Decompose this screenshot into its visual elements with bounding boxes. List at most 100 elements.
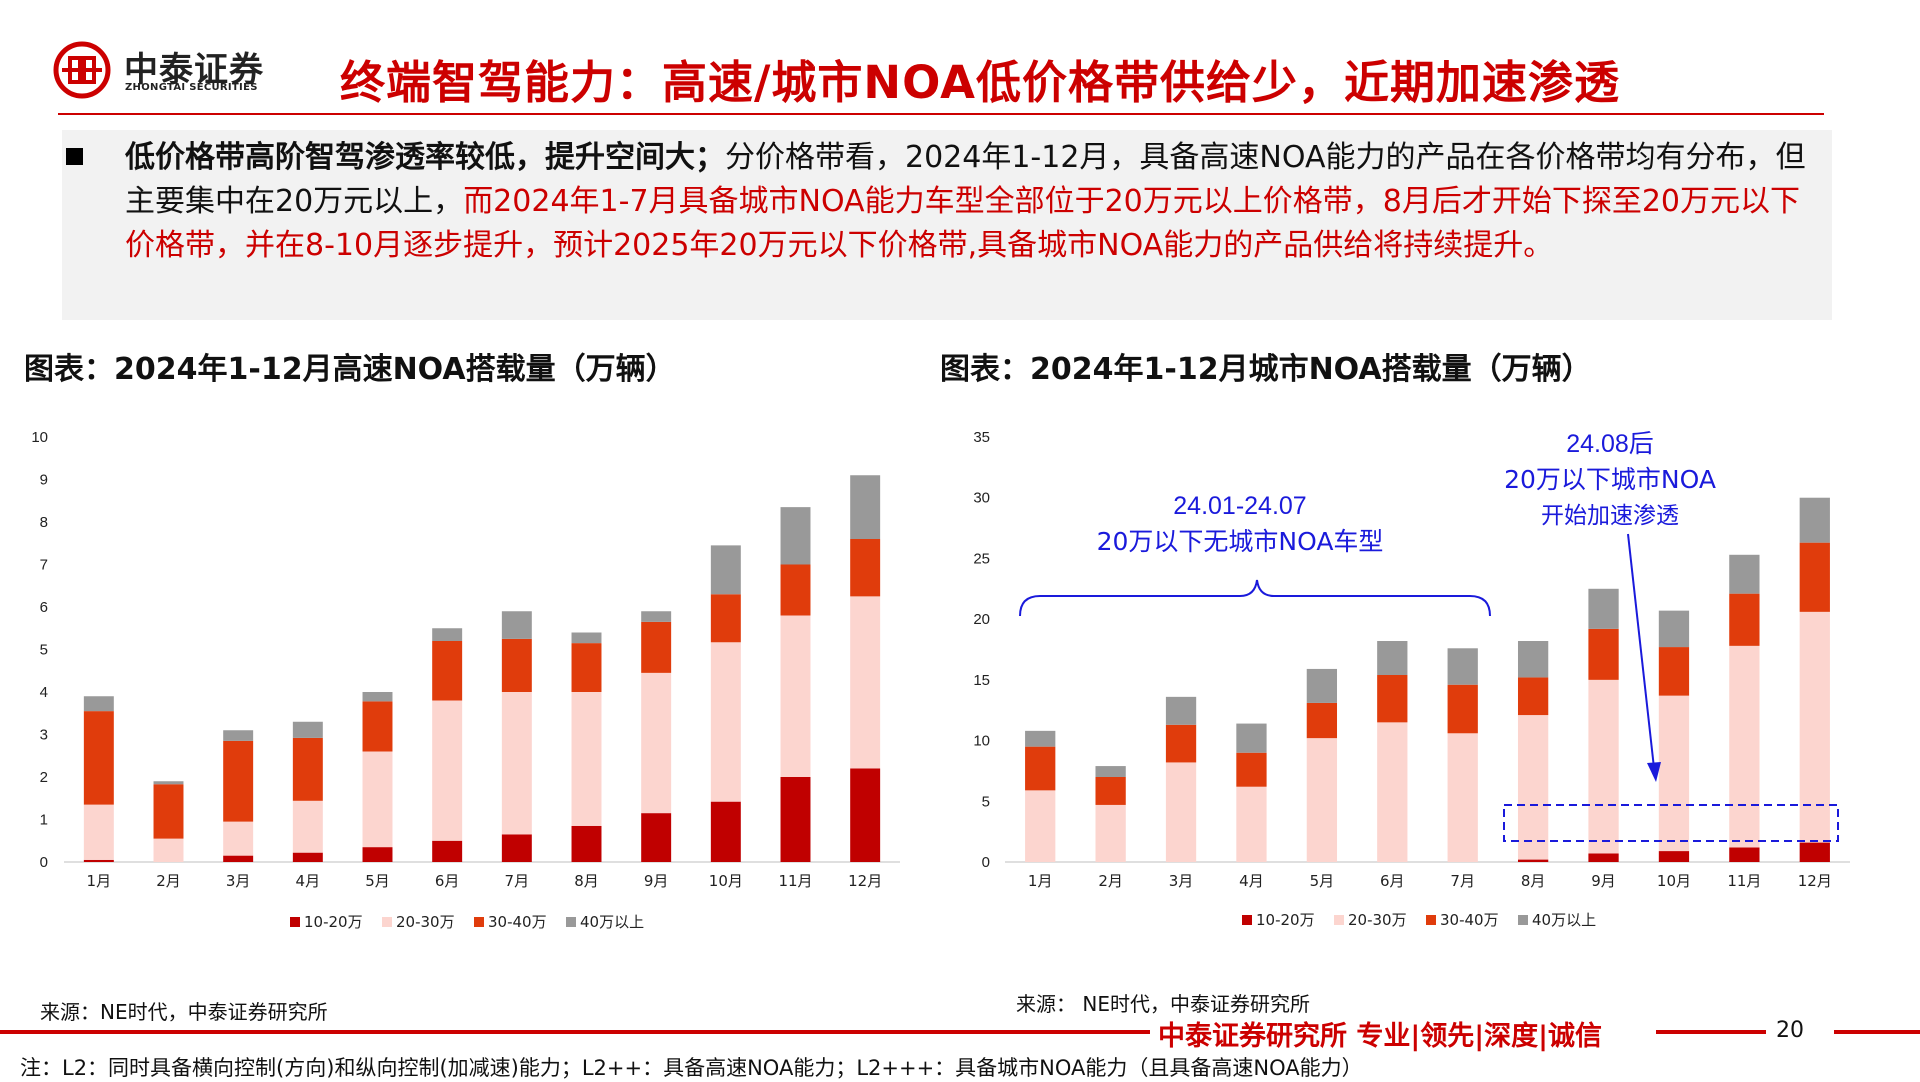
x-tick-label: 4月: [296, 872, 321, 890]
brace-label-line1: 24.01-24.07: [1173, 492, 1306, 520]
legend-swatch: [474, 917, 484, 927]
y-tick-label: 10: [31, 429, 48, 446]
x-tick-label: 2月: [1098, 872, 1123, 890]
bar-segment-2: [1095, 804, 1126, 862]
left-source: 来源：NE时代，中泰证券研究所: [40, 1000, 328, 1024]
x-tick-label: 7月: [505, 872, 530, 890]
y-tick-label: 10: [973, 733, 990, 750]
bar-segment-2: [362, 751, 393, 848]
y-tick-label: 25: [973, 550, 990, 567]
y-tick-label: 3: [40, 727, 48, 744]
bar-segment-2: [223, 821, 254, 856]
penetration-arrow: [1627, 533, 1655, 769]
y-tick-label: 0: [40, 854, 48, 871]
y-tick-label: 9: [40, 472, 48, 489]
y-tick-label: 35: [973, 429, 990, 446]
bar-segment-4: [1095, 766, 1126, 777]
x-tick-label: 5月: [365, 872, 390, 890]
bar-segment-3: [1447, 684, 1478, 734]
bar-segment-1: [1588, 853, 1619, 862]
bar-segment-4: [641, 611, 672, 622]
bar-segment-2: [571, 692, 602, 826]
x-tick-label: 9月: [1591, 872, 1616, 890]
bar-segment-2: [1236, 786, 1267, 862]
bar-segment-4: [710, 545, 741, 595]
x-tick-label: 8月: [574, 872, 599, 890]
x-tick-label: 3月: [1169, 872, 1194, 890]
bar-segment-1: [780, 777, 811, 862]
arrow-head-icon: [1647, 762, 1661, 782]
bar-segment-3: [850, 539, 881, 597]
y-tick-label: 6: [40, 599, 48, 616]
legend-swatch: [1334, 915, 1344, 925]
x-tick-label: 11月: [1727, 872, 1761, 890]
bar-segment-1: [571, 825, 602, 862]
y-tick-label: 0: [982, 854, 990, 871]
title-divider: [58, 113, 1824, 115]
footer-rule-right: [1834, 1030, 1920, 1034]
x-tick-label: 8月: [1521, 872, 1546, 890]
summary-text: 低价格带高阶智驾渗透率较低，提升空间大；分价格带看，2024年1-12月，具备高…: [125, 136, 1825, 268]
bar-segment-3: [1517, 677, 1549, 716]
brace-label-line2: 20万以下无城市NOA车型: [1097, 527, 1384, 556]
bar-segment-4: [780, 507, 811, 565]
legend-swatch: [1426, 915, 1436, 925]
bar-segment-4: [1517, 641, 1549, 678]
left-chart-title: 图表：2024年1-12月高速NOA搭载量（万辆）: [24, 352, 676, 387]
x-tick-label: 12月: [1798, 872, 1832, 890]
company-logo: 中泰证券 ZHONGTAI SECURITIES: [52, 40, 292, 100]
bullet-square-icon: [66, 148, 83, 165]
bar-segment-2: [432, 700, 463, 841]
x-tick-label: 6月: [435, 872, 460, 890]
bar-segment-2: [1729, 645, 1760, 848]
y-tick-label: 4: [40, 684, 48, 701]
logo-en-text: ZHONGTAI SECURITIES: [125, 82, 258, 93]
bar-segment-1: [1729, 847, 1760, 862]
bar-segment-1: [432, 840, 463, 862]
x-tick-label: 4月: [1239, 872, 1264, 890]
bar-segment-4: [1799, 497, 1830, 543]
bar-segment-3: [432, 641, 463, 701]
bar-segment-2: [292, 800, 323, 853]
x-tick-label: 3月: [226, 872, 251, 890]
bar-segment-2: [501, 692, 532, 835]
bar-segment-3: [1095, 777, 1126, 805]
bar-segment-1: [292, 852, 323, 862]
bar-segment-3: [362, 701, 393, 752]
x-tick-label: 2月: [156, 872, 181, 890]
bar-segment-4: [571, 632, 602, 644]
right-chart-urban-noa: 0 5 10 15 20 25 30 35 1月 2月 3月 4月 5月 6月 7月 8月 9月 10月 11月 12…: [973, 429, 1850, 929]
bar-segment-4: [223, 730, 254, 741]
bar-segment-4: [1729, 554, 1760, 594]
bar-segment-4: [1165, 696, 1197, 725]
bar-segment-2: [1377, 722, 1408, 862]
bar-segment-4: [292, 721, 323, 738]
x-tick-label: 7月: [1450, 872, 1475, 890]
bar-segment-2: [780, 615, 811, 777]
left-chart-highway-noa: 0 1 2 3 4 5 6 7 8 9 10 1月 2月 3月 4月 5月 6月 7月 8月 9月 10月 11月 12月 1…: [31, 429, 900, 931]
bar-segment-3: [1236, 752, 1267, 787]
summary-box: [62, 130, 1832, 320]
x-tick-label: 10月: [709, 872, 743, 890]
y-tick-label: 1: [40, 812, 48, 829]
x-tick-label: 10月: [1657, 872, 1691, 890]
footer-brand: 中泰证券研究所 专业|领先|深度|诚信: [1158, 1021, 1602, 1052]
x-tick-label: 1月: [87, 872, 112, 890]
y-tick-label: 20: [973, 611, 990, 628]
legend-swatch: [382, 917, 392, 927]
bar-segment-1: [710, 801, 741, 862]
bar-segment-1: [1658, 851, 1690, 862]
summary-normal-text: 分价格带看，2024年1-12月，具备高速NOA能力的产品在各价格带均有分布，但…: [125, 140, 1806, 219]
bar-segment-4: [1658, 610, 1690, 648]
bar-segment-2: [1658, 695, 1690, 852]
bar-segment-3: [223, 740, 254, 822]
legend-label: 30-40万: [1440, 911, 1499, 929]
x-tick-label: 12月: [848, 872, 882, 890]
bar-segment-1: [362, 847, 393, 862]
x-tick-label: 9月: [644, 872, 669, 890]
bar-segment-3: [83, 711, 114, 805]
bar-segment-2: [153, 838, 184, 862]
right-chart-title: 图表：2024年1-12月城市NOA搭载量（万辆）: [940, 352, 1592, 387]
legend-label: 10-20万: [1256, 911, 1315, 929]
